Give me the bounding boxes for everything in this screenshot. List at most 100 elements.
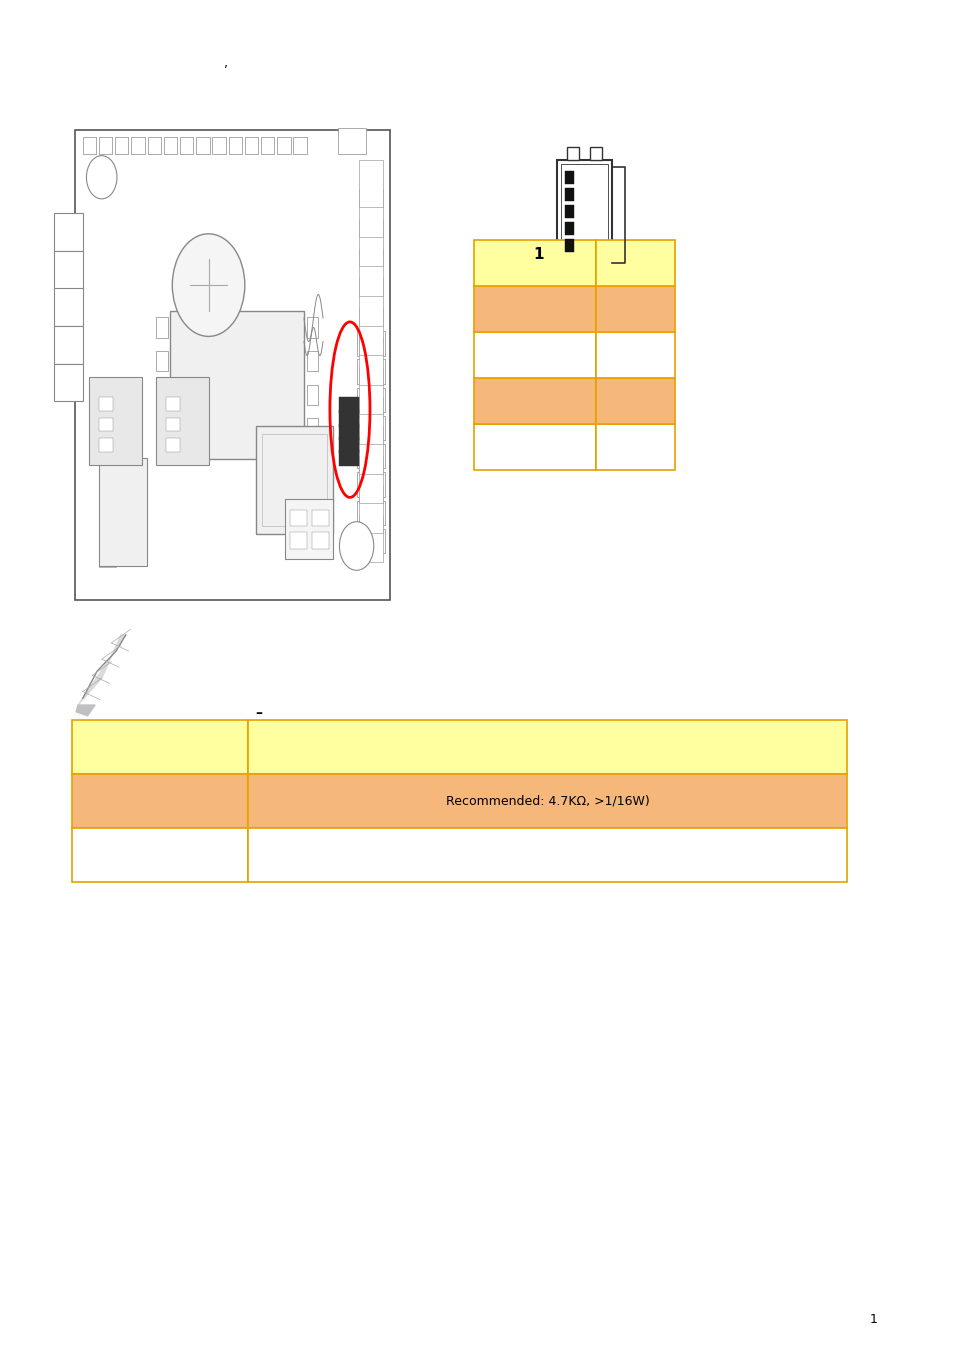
- FancyBboxPatch shape: [71, 828, 248, 882]
- FancyBboxPatch shape: [566, 270, 578, 284]
- FancyBboxPatch shape: [557, 161, 612, 270]
- FancyBboxPatch shape: [474, 286, 596, 332]
- FancyBboxPatch shape: [590, 147, 602, 161]
- FancyBboxPatch shape: [564, 239, 574, 252]
- FancyBboxPatch shape: [248, 720, 846, 774]
- FancyBboxPatch shape: [54, 213, 83, 251]
- Text: –: –: [255, 706, 262, 720]
- FancyBboxPatch shape: [358, 427, 383, 474]
- FancyBboxPatch shape: [356, 416, 385, 440]
- FancyBboxPatch shape: [248, 828, 846, 882]
- FancyBboxPatch shape: [356, 444, 385, 468]
- FancyBboxPatch shape: [596, 424, 675, 470]
- FancyBboxPatch shape: [358, 456, 383, 504]
- FancyBboxPatch shape: [54, 251, 83, 289]
- FancyBboxPatch shape: [71, 774, 248, 828]
- FancyBboxPatch shape: [474, 424, 596, 470]
- FancyBboxPatch shape: [337, 128, 366, 154]
- FancyBboxPatch shape: [356, 387, 385, 412]
- Text: 1: 1: [869, 1312, 877, 1326]
- FancyBboxPatch shape: [339, 397, 358, 413]
- FancyBboxPatch shape: [294, 136, 307, 154]
- FancyBboxPatch shape: [358, 219, 383, 266]
- FancyBboxPatch shape: [307, 317, 318, 338]
- FancyBboxPatch shape: [358, 516, 383, 563]
- FancyBboxPatch shape: [564, 221, 574, 235]
- FancyBboxPatch shape: [171, 310, 304, 459]
- FancyBboxPatch shape: [156, 351, 168, 371]
- FancyBboxPatch shape: [75, 130, 390, 599]
- FancyBboxPatch shape: [99, 417, 113, 431]
- Circle shape: [339, 521, 374, 570]
- Circle shape: [87, 155, 117, 198]
- FancyBboxPatch shape: [54, 363, 83, 401]
- FancyBboxPatch shape: [99, 497, 116, 510]
- Circle shape: [172, 234, 245, 336]
- FancyBboxPatch shape: [166, 417, 180, 431]
- FancyBboxPatch shape: [474, 332, 596, 378]
- FancyBboxPatch shape: [99, 397, 113, 410]
- FancyBboxPatch shape: [358, 159, 383, 207]
- FancyBboxPatch shape: [164, 136, 177, 154]
- FancyBboxPatch shape: [356, 472, 385, 497]
- FancyBboxPatch shape: [358, 248, 383, 296]
- FancyBboxPatch shape: [474, 240, 596, 286]
- FancyBboxPatch shape: [356, 529, 385, 554]
- FancyBboxPatch shape: [166, 397, 180, 410]
- FancyBboxPatch shape: [166, 437, 180, 451]
- FancyBboxPatch shape: [358, 367, 383, 414]
- FancyBboxPatch shape: [213, 136, 226, 154]
- Polygon shape: [76, 705, 95, 716]
- FancyBboxPatch shape: [99, 554, 116, 567]
- FancyBboxPatch shape: [312, 509, 329, 525]
- FancyBboxPatch shape: [248, 774, 846, 828]
- Text: ,: ,: [224, 57, 228, 70]
- FancyBboxPatch shape: [564, 188, 574, 201]
- FancyBboxPatch shape: [148, 136, 161, 154]
- FancyBboxPatch shape: [339, 424, 358, 440]
- FancyBboxPatch shape: [156, 418, 168, 439]
- FancyBboxPatch shape: [156, 385, 168, 405]
- FancyBboxPatch shape: [356, 359, 385, 383]
- FancyBboxPatch shape: [277, 136, 291, 154]
- FancyBboxPatch shape: [256, 427, 333, 535]
- FancyBboxPatch shape: [290, 532, 307, 548]
- FancyBboxPatch shape: [596, 332, 675, 378]
- FancyBboxPatch shape: [290, 509, 307, 525]
- FancyBboxPatch shape: [99, 525, 116, 539]
- FancyBboxPatch shape: [245, 136, 258, 154]
- FancyBboxPatch shape: [307, 418, 318, 439]
- FancyBboxPatch shape: [229, 136, 242, 154]
- FancyBboxPatch shape: [358, 486, 383, 533]
- FancyBboxPatch shape: [564, 171, 574, 185]
- FancyBboxPatch shape: [90, 377, 142, 464]
- FancyBboxPatch shape: [596, 378, 675, 424]
- FancyBboxPatch shape: [596, 286, 675, 332]
- FancyBboxPatch shape: [285, 498, 333, 559]
- FancyBboxPatch shape: [474, 378, 596, 424]
- FancyBboxPatch shape: [358, 308, 383, 355]
- FancyBboxPatch shape: [312, 532, 329, 548]
- FancyBboxPatch shape: [99, 437, 113, 451]
- FancyBboxPatch shape: [339, 436, 358, 452]
- FancyBboxPatch shape: [356, 501, 385, 525]
- Text: Recommended: 4.7KΩ, >1/16W): Recommended: 4.7KΩ, >1/16W): [445, 795, 649, 807]
- FancyBboxPatch shape: [99, 458, 147, 566]
- FancyBboxPatch shape: [339, 450, 358, 466]
- FancyBboxPatch shape: [566, 147, 578, 161]
- FancyBboxPatch shape: [156, 377, 209, 464]
- FancyBboxPatch shape: [261, 136, 274, 154]
- FancyBboxPatch shape: [180, 136, 193, 154]
- FancyBboxPatch shape: [358, 338, 383, 385]
- FancyBboxPatch shape: [99, 136, 112, 154]
- FancyBboxPatch shape: [358, 397, 383, 444]
- FancyBboxPatch shape: [356, 331, 385, 355]
- FancyBboxPatch shape: [358, 189, 383, 236]
- FancyBboxPatch shape: [54, 325, 83, 363]
- Text: 1: 1: [533, 247, 543, 262]
- FancyBboxPatch shape: [358, 278, 383, 325]
- FancyBboxPatch shape: [115, 136, 129, 154]
- FancyBboxPatch shape: [596, 240, 675, 286]
- FancyBboxPatch shape: [564, 205, 574, 219]
- FancyBboxPatch shape: [71, 720, 248, 774]
